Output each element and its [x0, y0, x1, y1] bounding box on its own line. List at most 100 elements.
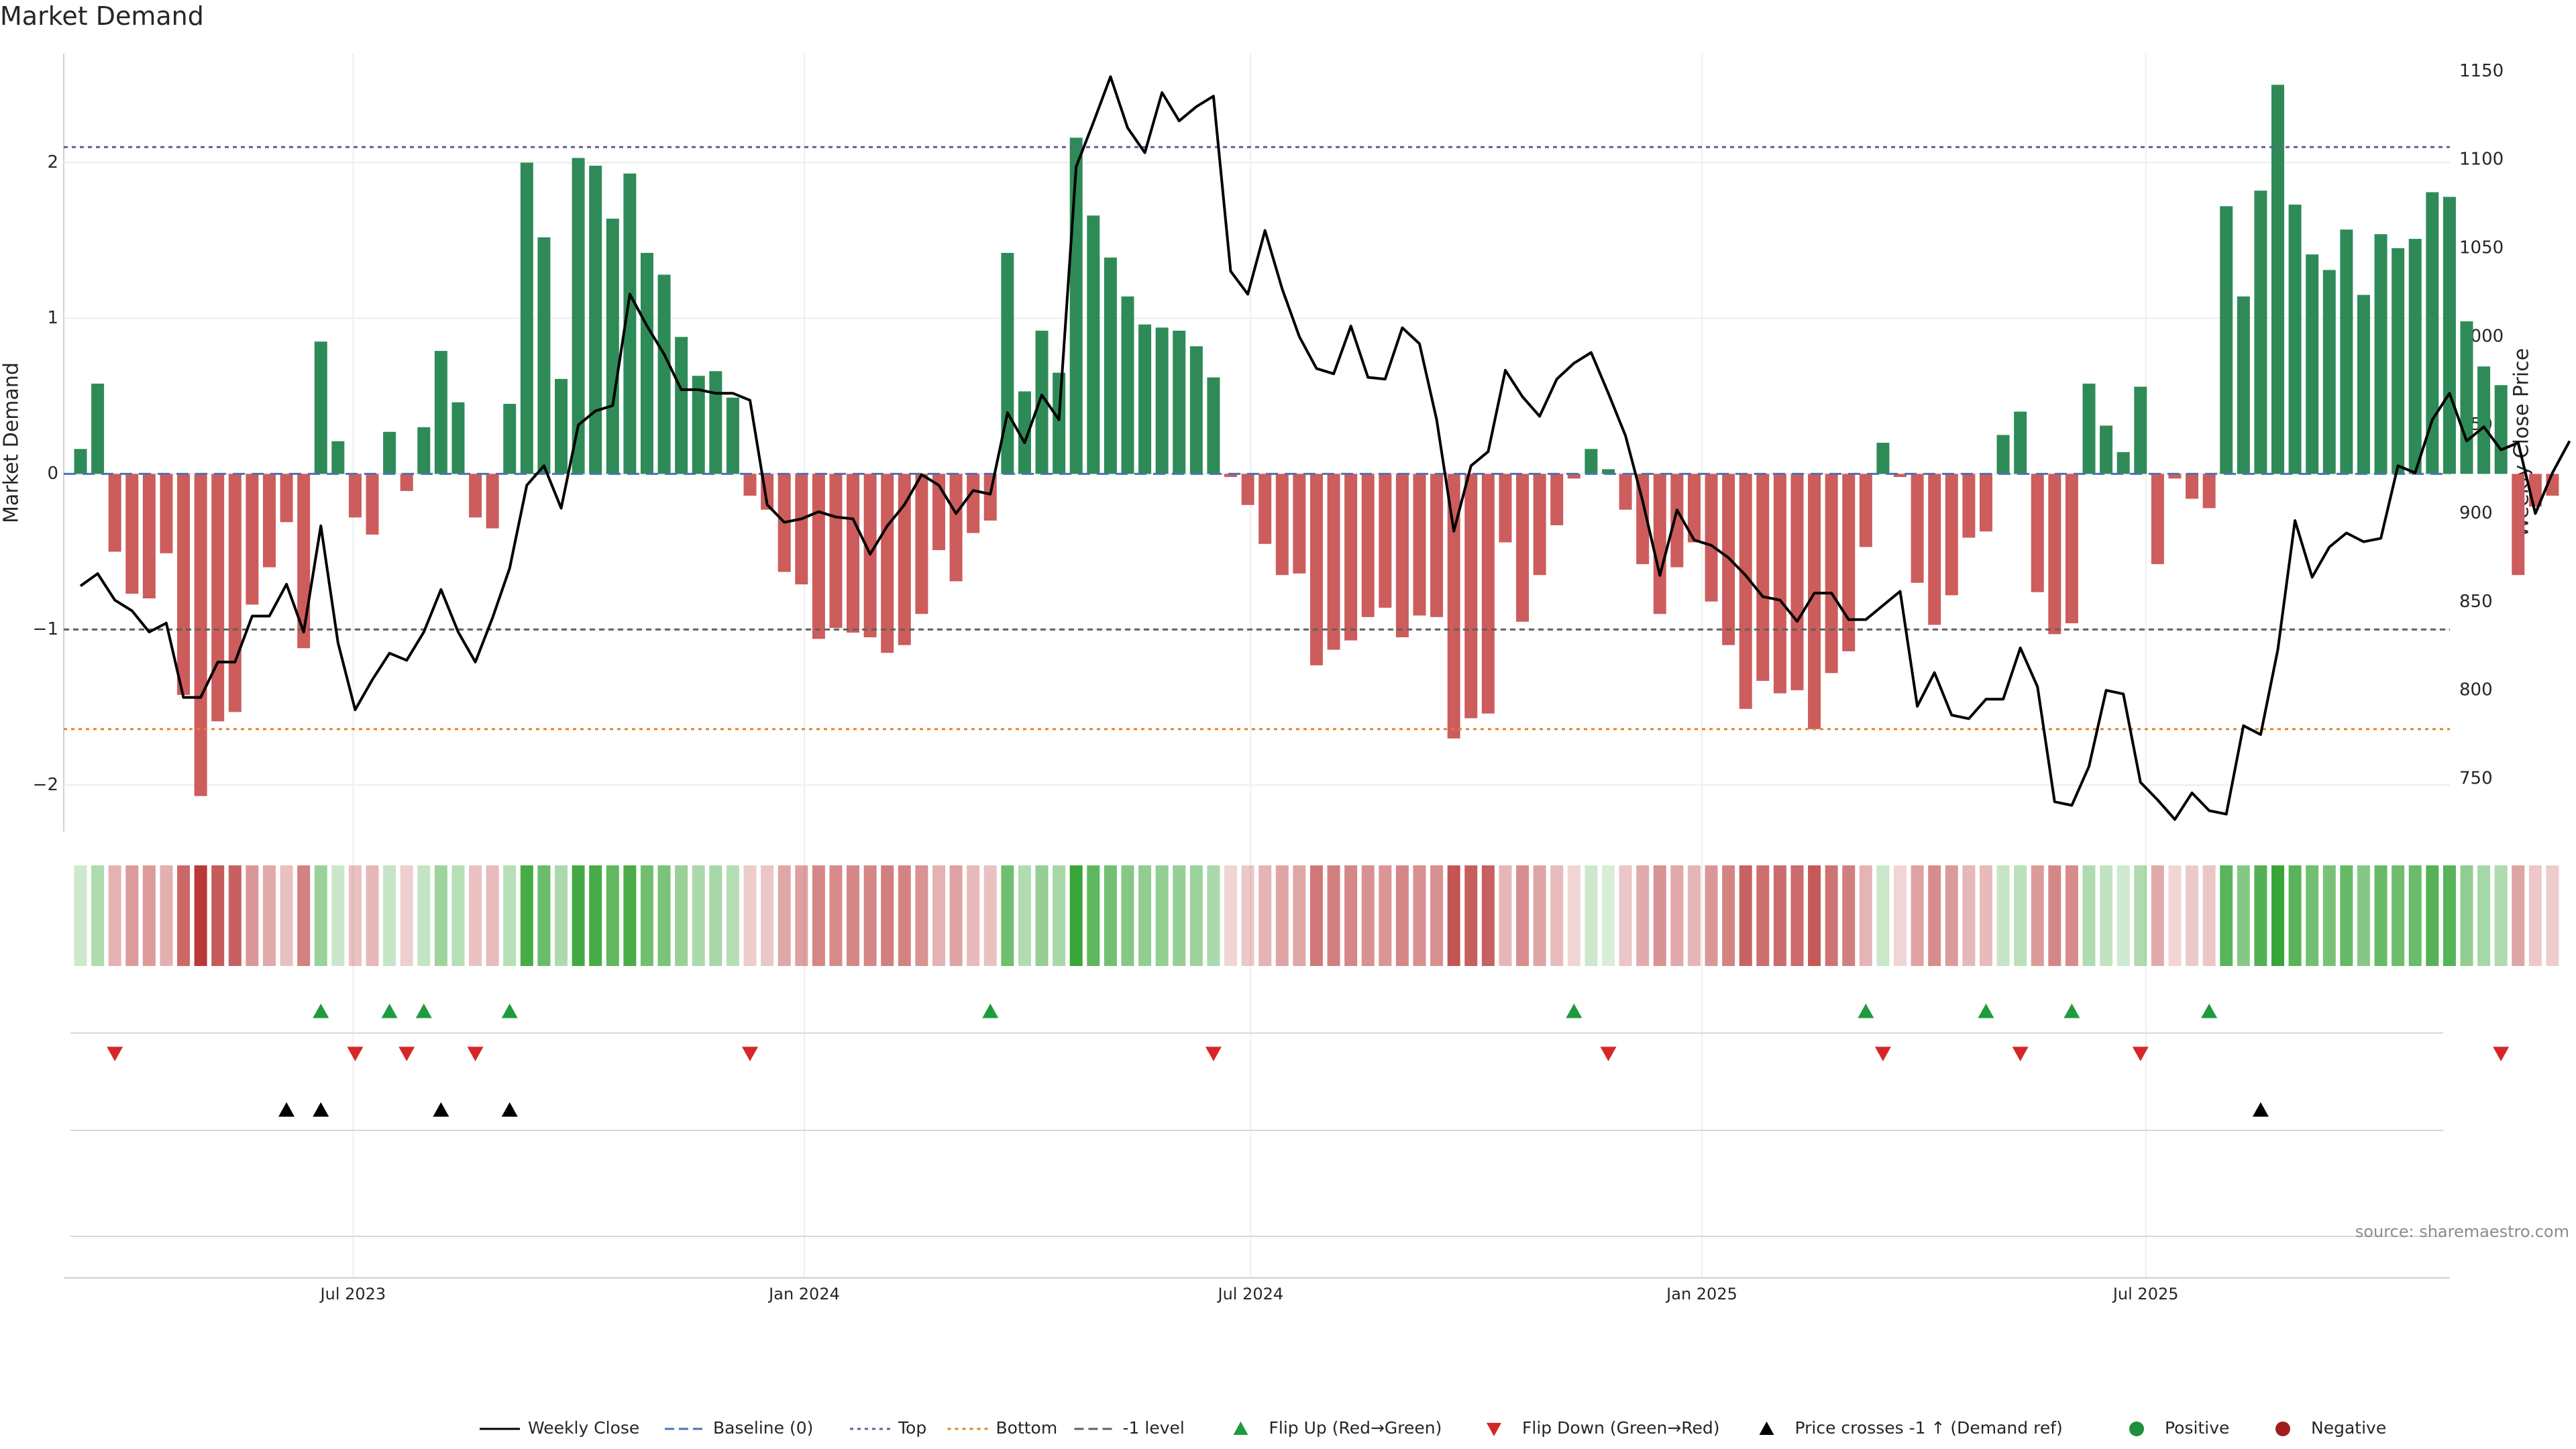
y-tick-label: −2 — [33, 775, 58, 795]
heat-cell-negative — [1499, 865, 1512, 966]
heat-cell-negative — [1241, 865, 1254, 966]
heat-cell-positive — [2340, 865, 2353, 966]
heat-cell-negative — [1464, 865, 1478, 966]
heat-cell-negative — [2048, 865, 2061, 966]
y2-tick-label: 1100 — [2459, 150, 2504, 170]
flip-down-marker — [467, 1046, 484, 1061]
heat-cell-negative — [2031, 865, 2044, 966]
heat-cell-positive — [555, 865, 568, 966]
legend-label: -1 level — [1123, 1418, 1185, 1438]
legend-label: Bottom — [996, 1418, 1058, 1438]
demand-bar-negative — [1653, 474, 1666, 614]
heat-cell-positive — [2494, 865, 2508, 966]
demand-bar-positive — [2494, 385, 2508, 474]
heat-cell-positive — [314, 865, 327, 966]
heat-cell-positive — [657, 865, 671, 966]
heat-cell-negative — [280, 865, 293, 966]
heat-cell-positive — [451, 865, 465, 966]
demand-bar-positive — [1585, 449, 1598, 474]
demand-bar-positive — [709, 371, 722, 474]
demand-bar-positive — [657, 274, 671, 474]
heat-cell-positive — [2357, 865, 2370, 966]
heat-cell-negative — [1293, 865, 1306, 966]
heat-cell-negative — [1808, 865, 1821, 966]
x-tick-label: Jul 2025 — [2112, 1285, 2179, 1303]
demand-bar-positive — [2374, 234, 2387, 474]
legend-item: Negative — [2275, 1418, 2386, 1438]
heat-cell-negative — [983, 865, 997, 966]
demand-bar-negative — [1361, 474, 1375, 617]
heat-cell-positive — [2392, 865, 2405, 966]
demand-bar-positive — [434, 351, 447, 474]
demand-bar-negative — [1447, 474, 1460, 739]
heat-cell-positive — [2460, 865, 2473, 966]
heat-cell-negative — [2202, 865, 2216, 966]
legend-label: Weekly Close — [528, 1418, 639, 1438]
heat-cell-positive — [589, 865, 602, 966]
heat-cell-negative — [1550, 865, 1564, 966]
demand-bar-negative — [812, 474, 825, 639]
heat-cell-positive — [1207, 865, 1220, 966]
demand-bar-negative — [2151, 474, 2164, 564]
heat-cell-negative — [469, 865, 482, 966]
demand-bar-negative — [1481, 474, 1495, 714]
demand-bar-negative — [1894, 474, 1907, 478]
heat-cell-positive — [1053, 865, 1066, 966]
demand-bar-negative — [125, 474, 139, 594]
heat-cell-negative — [1928, 865, 1941, 966]
heat-cell-negative — [1481, 865, 1495, 966]
demand-bar-negative — [847, 474, 860, 633]
demand-bar-positive — [2443, 197, 2456, 474]
demand-bar-positive — [2306, 254, 2319, 474]
heat-cell-negative — [194, 865, 207, 966]
heat-cell-negative — [1309, 865, 1323, 966]
y-tick-label: 2 — [47, 152, 58, 172]
demand-bar-negative — [366, 474, 379, 535]
heat-cell-negative — [1722, 865, 1735, 966]
demand-bar-negative — [469, 474, 482, 518]
demand-bar-positive — [451, 402, 465, 474]
demand-bar-positive — [555, 378, 568, 474]
demand-bar-positive — [2100, 425, 2113, 474]
demand-bar-positive — [1602, 469, 1615, 474]
heat-cell-negative — [1344, 865, 1358, 966]
y-tick-label: 1 — [47, 308, 58, 328]
demand-bar-positive — [74, 449, 87, 474]
y2-tick-label: 850 — [2459, 592, 2493, 612]
demand-bar-negative — [1533, 474, 1546, 576]
demand-bar-negative — [1275, 474, 1289, 576]
heat-cell-negative — [863, 865, 877, 966]
weekly-close-line — [79, 75, 2571, 821]
heat-cell-positive — [1996, 865, 2010, 966]
heat-cell-negative — [1430, 865, 1444, 966]
demand-bar-positive — [314, 341, 327, 474]
heat-cell-positive — [2116, 865, 2130, 966]
heat-cell-negative — [2546, 865, 2559, 966]
demand-bar-negative — [108, 474, 121, 552]
heat-cell-negative — [2065, 865, 2078, 966]
heat-cell-negative — [1567, 865, 1580, 966]
heat-cell-positive — [1876, 865, 1890, 966]
flip-down-marker — [347, 1046, 364, 1061]
demand-bar-positive — [1207, 377, 1220, 474]
demand-bar-positive — [1001, 252, 1014, 474]
demand-bar-positive — [692, 376, 705, 474]
heat-cell-negative — [2151, 865, 2164, 966]
heat-cell-negative — [1516, 865, 1529, 966]
demand-bar-negative — [160, 474, 173, 553]
heat-cell-negative — [1533, 865, 1546, 966]
heat-cell-negative — [1911, 865, 1924, 966]
demand-bar-positive — [1138, 324, 1152, 474]
demand-bar-positive — [1876, 443, 1890, 474]
price-cross-marker — [2252, 1102, 2269, 1117]
heat-cell-negative — [1327, 865, 1340, 966]
heat-cell-positive — [2426, 865, 2439, 966]
demand-bar-negative — [1258, 474, 1272, 544]
heat-cell-positive — [417, 865, 431, 966]
demand-bar-negative — [1945, 474, 1958, 596]
demand-bar-negative — [1464, 474, 1478, 718]
heat-cell-positive — [2408, 865, 2422, 966]
flip-down-marker — [2132, 1046, 2149, 1061]
demand-bar-positive — [1053, 372, 1066, 474]
